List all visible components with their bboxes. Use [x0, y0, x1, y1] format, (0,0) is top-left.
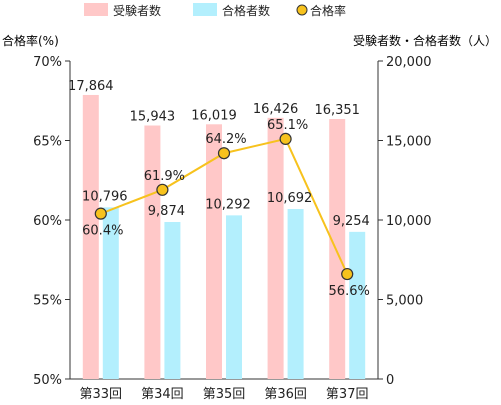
legend: 受験者数 合格者数 合格率: [84, 3, 346, 18]
rate-label: 65.1%: [267, 118, 308, 133]
left-tick-label: 70%: [33, 55, 62, 70]
rate-label: 61.9%: [144, 169, 185, 184]
x-tick-label: 第37回: [326, 387, 369, 402]
passers-label: 9,254: [333, 214, 370, 229]
right-tick-label: 15,000: [386, 135, 432, 150]
passers-label: 10,292: [205, 197, 251, 212]
examinees-label: 16,426: [253, 102, 299, 117]
x-tick-label: 第36回: [264, 387, 307, 402]
bar-passers: [349, 231, 366, 379]
examinees-label: 16,351: [314, 103, 360, 118]
right-tick-label: 20,000: [386, 55, 432, 70]
x-tick-label: 第34回: [141, 387, 184, 402]
axes: 50% 55% 60% 65% 70% 0 5,000 10,000 15,000 20,000 第…: [33, 55, 431, 402]
rate-point: [94, 207, 107, 220]
rate-point: [217, 147, 231, 160]
bar-examinees: [82, 94, 99, 379]
x-tick-label: 第33回: [80, 387, 123, 402]
rate-label: 60.4%: [82, 224, 123, 239]
examinees-label: 15,943: [130, 110, 176, 125]
right-tick-label: 10,000: [386, 214, 432, 229]
passers-label: 10,692: [267, 191, 313, 206]
left-tick-label: 55%: [33, 294, 62, 309]
legend-swatch-1: [193, 3, 217, 16]
bar-passers: [226, 215, 242, 379]
legend-marker-2: [296, 4, 308, 16]
bar-examinees: [329, 119, 346, 379]
bar-examinees: [267, 117, 284, 379]
legend-swatch-0: [84, 3, 108, 16]
left-tick-label: 50%: [33, 373, 62, 388]
legend-label-2: 合格率: [310, 3, 346, 18]
examinees-label: 17,864: [68, 79, 114, 94]
rate-point: [156, 183, 169, 196]
bar-passers: [164, 222, 181, 379]
left-axis-label: 合格率(%): [2, 33, 59, 48]
bar-passers: [102, 207, 119, 379]
bar-passers: [287, 208, 304, 379]
right-tick-label: 0: [386, 373, 394, 388]
examinees-label: 16,019: [191, 108, 237, 123]
rate-label: 56.6%: [329, 284, 370, 299]
rate-point: [279, 132, 292, 146]
left-tick-label: 65%: [33, 135, 62, 150]
rate-point: [341, 267, 354, 281]
bar-examinees: [206, 124, 222, 379]
left-tick-label: 60%: [33, 214, 62, 229]
bars: [82, 94, 366, 379]
right-tick-label: 5,000: [386, 294, 423, 309]
rate-label: 64.2%: [205, 132, 246, 147]
data-labels: 17,864 15,943 16,019 16,426 16,351 10,796 9,87…: [68, 79, 370, 299]
legend-label-1: 合格者数: [222, 3, 270, 18]
passers-label: 10,796: [82, 189, 128, 204]
right-axis-label: 受験者数・合格者数（人）: [353, 33, 497, 48]
rate-line: [94, 132, 354, 281]
bar-examinees: [144, 125, 161, 379]
x-tick-label: 第35回: [203, 387, 246, 402]
passers-label: 9,874: [148, 204, 185, 219]
legend-label-0: 受験者数: [113, 3, 161, 18]
